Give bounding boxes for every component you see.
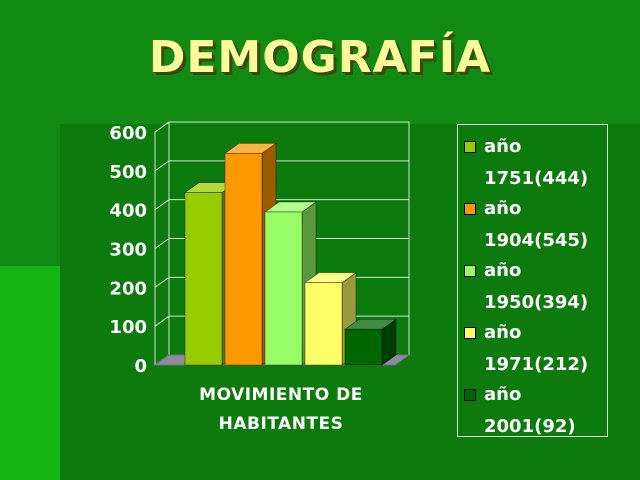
y-tick-label: 500 — [109, 162, 147, 183]
bar — [344, 328, 383, 366]
bar — [304, 282, 343, 366]
legend-label-2001: año 2001(92) — [484, 384, 576, 437]
gridline-side — [154, 199, 170, 211]
y-tick-label: 400 — [109, 201, 147, 222]
y-tick-label: 300 — [109, 240, 147, 261]
legend-swatch-1751 — [464, 141, 476, 153]
legend-swatch-2001 — [464, 389, 476, 401]
y-tick-label: 600 — [109, 123, 147, 144]
y-tick-label: 200 — [109, 278, 147, 299]
gridline-side — [154, 238, 170, 249]
background-band — [0, 266, 60, 480]
legend-swatch-1971 — [464, 327, 476, 339]
gridline-side — [154, 160, 170, 172]
legend-label-1904: año 1904(545) — [484, 198, 589, 251]
legend-label-1950: año 1950(394) — [484, 260, 589, 313]
legend-label-1751: año 1751(444) — [484, 136, 589, 189]
gridline-side — [154, 315, 170, 327]
bar — [224, 152, 263, 366]
gridline-side — [154, 276, 170, 288]
legend-swatch-1904 — [464, 203, 476, 215]
bar — [264, 211, 303, 366]
legend-label-1971: año 1971(212) — [484, 322, 589, 375]
legend: año 1751(444) año 1904(545) año 1950(394… — [457, 124, 608, 437]
y-tick-label: 100 — [109, 317, 147, 338]
y-tick-label: 0 — [134, 356, 147, 377]
x-axis-label: MOVIMIENTO DE HABITANTES — [199, 385, 363, 434]
slide-title: DEMOGRAFÍA — [148, 32, 492, 83]
bar — [184, 192, 223, 366]
legend-swatch-1950 — [464, 265, 476, 277]
